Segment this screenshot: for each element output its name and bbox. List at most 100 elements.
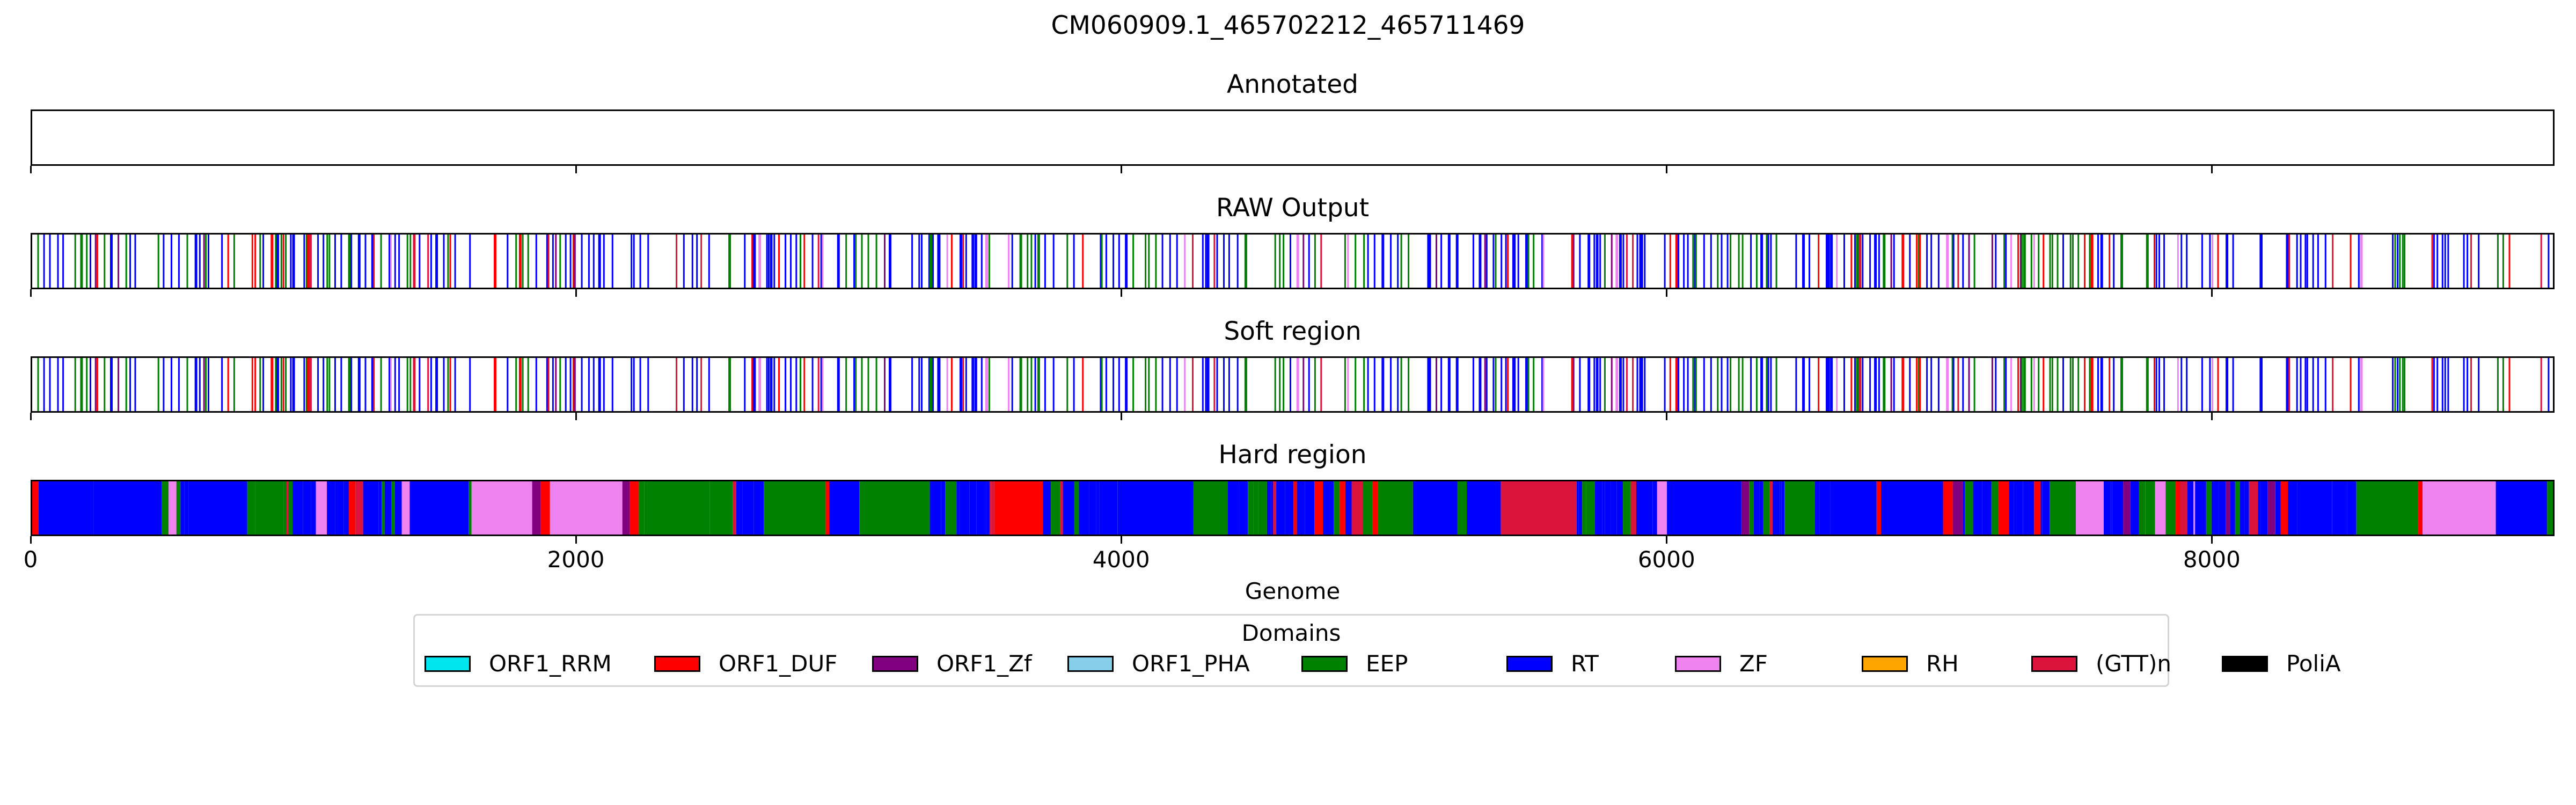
x-tick xyxy=(1121,536,1123,544)
soft-region-mark xyxy=(559,358,561,411)
raw-output-mark xyxy=(527,235,529,288)
legend-item: ORF1_Zf xyxy=(872,649,1032,679)
raw-output-mark xyxy=(770,235,773,288)
raw-output-mark xyxy=(1213,235,1216,288)
raw-output-mark xyxy=(2163,235,2165,288)
hard-region-segment xyxy=(2112,481,2116,535)
x-tick xyxy=(1121,289,1123,297)
raw-output-mark xyxy=(1641,235,1643,288)
hard-region-segment xyxy=(1982,481,1992,535)
soft-region-mark xyxy=(875,358,877,411)
soft-region-mark xyxy=(691,358,693,411)
soft-region-mark xyxy=(928,358,930,411)
soft-region-mark xyxy=(280,358,282,411)
raw-output-mark xyxy=(1750,235,1752,288)
hard-region-segment xyxy=(2280,481,2288,535)
raw-output-mark xyxy=(494,235,496,288)
raw-output-mark xyxy=(1011,235,1013,288)
raw-output-mark xyxy=(767,235,770,288)
raw-output-mark xyxy=(1030,235,1033,288)
legend-swatch xyxy=(1301,656,1348,672)
raw-output-mark xyxy=(1145,235,1147,288)
raw-output-mark xyxy=(49,235,51,288)
x-tick-label: 8000 xyxy=(2183,546,2241,573)
raw-output-mark xyxy=(270,235,274,288)
soft-region-mark xyxy=(1223,358,1225,411)
soft-region-mark xyxy=(1527,358,1529,411)
hard-region-segment xyxy=(1876,481,1881,535)
raw-output-mark xyxy=(2226,235,2229,288)
hard-region-segment xyxy=(1772,481,1780,535)
raw-output-mark xyxy=(2158,235,2160,288)
soft-region-mark xyxy=(1826,358,1828,411)
soft-region-mark xyxy=(1802,358,1805,411)
soft-region-mark xyxy=(518,358,522,411)
legend-item: EEP xyxy=(1301,649,1408,679)
x-tick xyxy=(1666,289,1668,297)
soft-region-mark xyxy=(1587,358,1591,411)
raw-output-mark xyxy=(2177,235,2179,288)
raw-output-mark xyxy=(965,235,967,288)
raw-output-mark xyxy=(2392,235,2394,288)
raw-output-mark xyxy=(1741,235,1744,288)
soft-region-mark xyxy=(1930,358,1933,411)
soft-region-mark xyxy=(911,358,913,411)
raw-output-mark xyxy=(598,235,601,288)
raw-output-mark xyxy=(2030,235,2032,288)
soft-region-mark xyxy=(1850,358,1853,411)
hard-region-segment xyxy=(753,481,764,535)
soft-region-mark xyxy=(1952,358,1955,411)
soft-region-mark xyxy=(647,358,649,411)
soft-region-mark xyxy=(837,358,840,411)
soft-region-mark xyxy=(2010,358,2012,411)
x-tick xyxy=(1666,166,1668,173)
raw-output-mark xyxy=(394,235,396,288)
soft-region-mark xyxy=(1926,358,1928,411)
raw-output-mark xyxy=(588,235,590,288)
soft-region-mark xyxy=(1615,358,1619,411)
soft-region-mark xyxy=(1202,358,1204,411)
soft-region-mark xyxy=(348,358,351,411)
raw-output-mark xyxy=(790,235,792,288)
x-tick xyxy=(30,413,32,420)
soft-region-mark xyxy=(1937,358,1940,411)
hard-region-segment xyxy=(1096,481,1100,535)
soft-region-mark xyxy=(1862,358,1864,411)
soft-region-mark xyxy=(1100,358,1102,411)
soft-region-mark xyxy=(1044,358,1046,411)
soft-region-mark xyxy=(767,358,770,411)
raw-output-mark xyxy=(2201,235,2203,288)
raw-output-mark xyxy=(1505,235,1507,288)
raw-output-mark xyxy=(2441,235,2443,288)
soft-region-mark xyxy=(157,358,159,411)
raw-output-mark xyxy=(1836,235,1838,288)
hard-region-segment xyxy=(1657,481,1667,535)
legend-item: RT xyxy=(1506,649,1599,679)
raw-output-mark xyxy=(2548,235,2550,288)
soft-region-mark xyxy=(1408,358,1410,411)
raw-output-mark xyxy=(1008,235,1009,288)
soft-region-mark xyxy=(2043,358,2045,411)
raw-output-mark xyxy=(390,235,392,288)
hard-region-segment xyxy=(311,481,316,535)
raw-output-mark xyxy=(1472,235,1474,288)
raw-output-mark xyxy=(2399,235,2401,288)
hard-region-segment xyxy=(2042,481,2050,535)
soft-region-mark xyxy=(125,358,127,411)
raw-output-mark xyxy=(1100,235,1102,288)
raw-output-mark xyxy=(1228,235,1230,288)
soft-region-mark xyxy=(845,358,847,411)
soft-region-mark xyxy=(1037,358,1040,411)
soft-region-mark xyxy=(390,358,392,411)
soft-region-mark xyxy=(1296,358,1299,411)
soft-region-mark xyxy=(611,358,613,411)
raw-output-mark xyxy=(251,235,253,288)
raw-output-mark xyxy=(980,235,983,288)
raw-output-mark xyxy=(1314,235,1316,288)
soft-region-mark xyxy=(1533,358,1535,411)
hard-region-segment xyxy=(2116,481,2124,535)
raw-output-mark xyxy=(1828,235,1830,288)
hard-region-segment xyxy=(2193,481,2196,535)
hard-region-segment xyxy=(1973,481,1982,535)
raw-output-mark xyxy=(1148,235,1150,288)
